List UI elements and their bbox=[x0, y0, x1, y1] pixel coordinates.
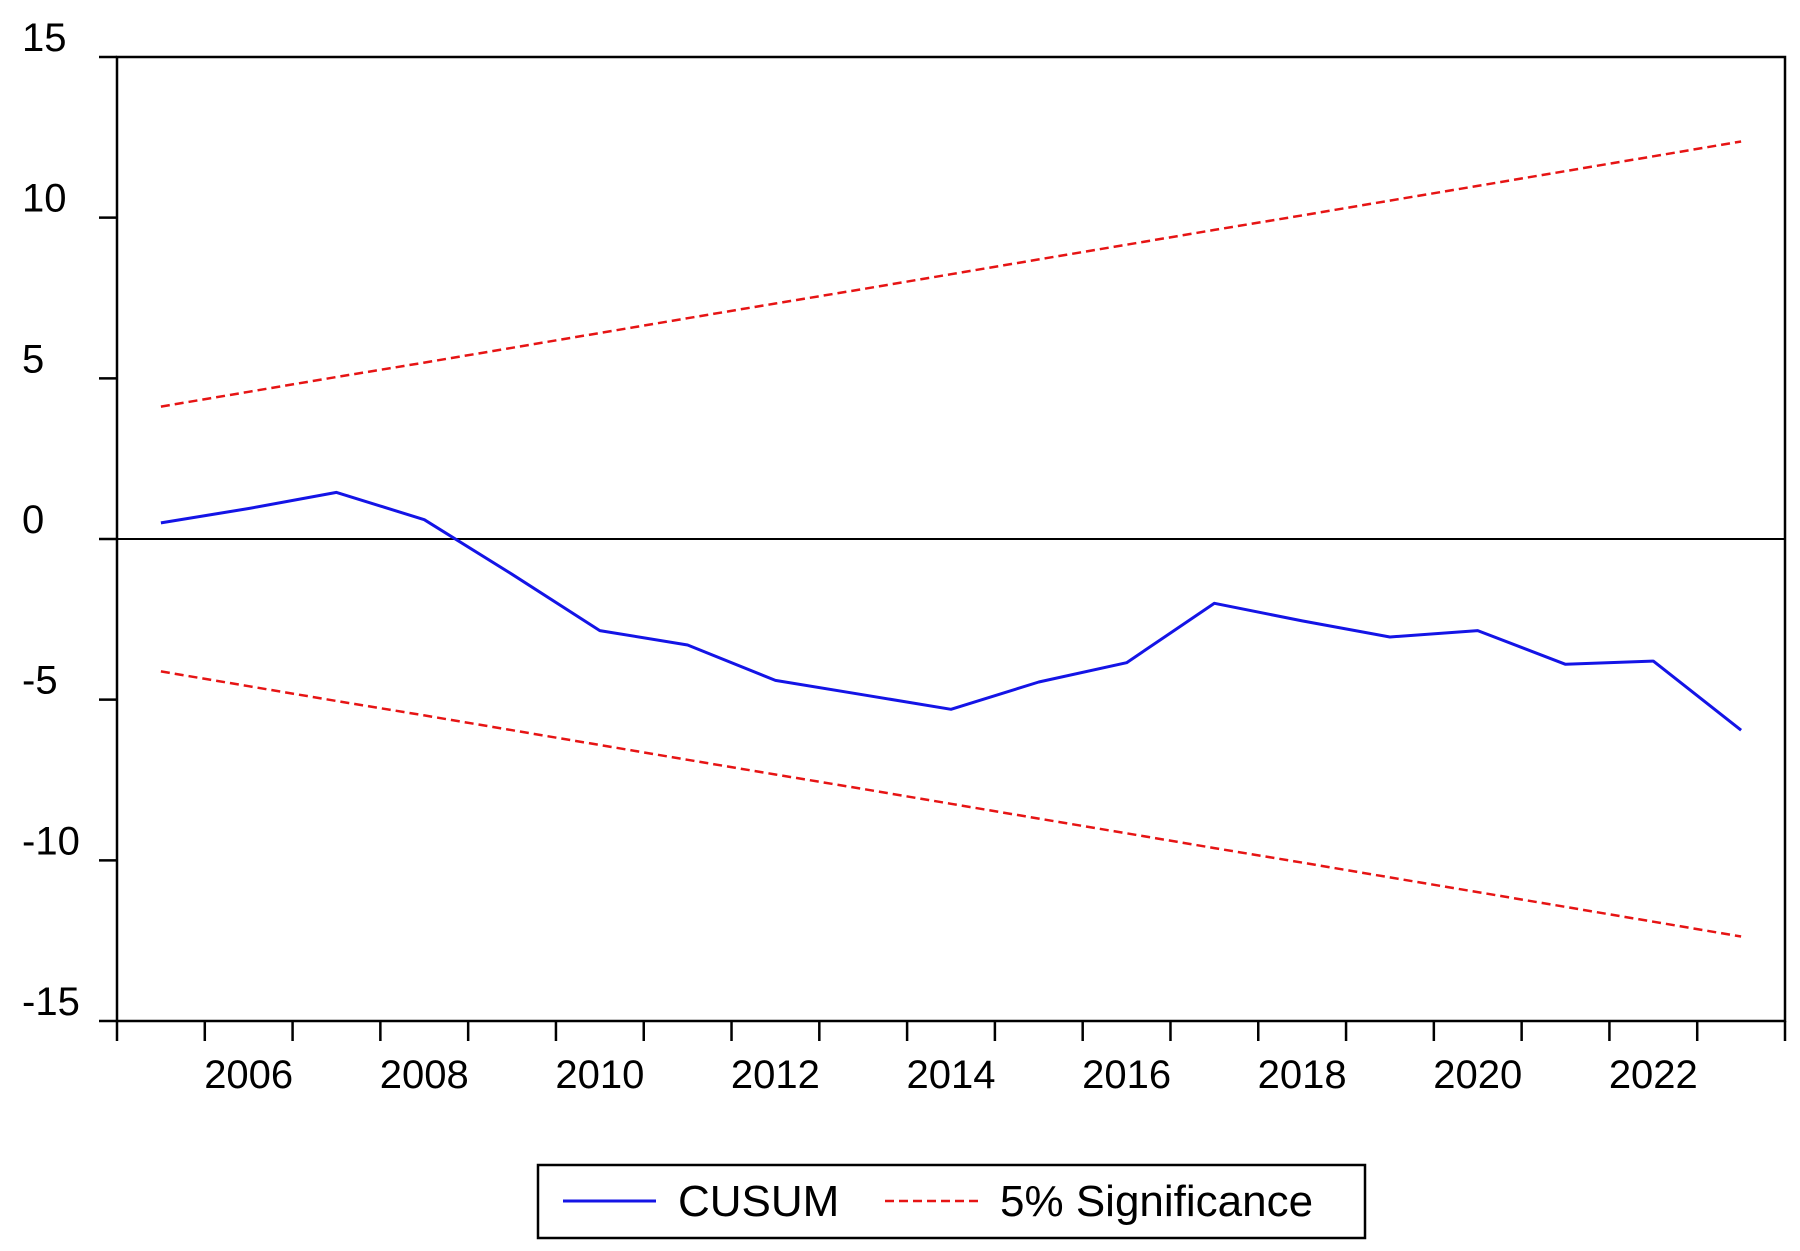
y-tick-label: 10 bbox=[22, 177, 67, 221]
series-layer bbox=[160, 140, 1743, 938]
x-tick-label: 2016 bbox=[1082, 1053, 1171, 1097]
legend-label-significance: 5% Significance bbox=[1000, 1177, 1313, 1226]
x-tick-label: 2014 bbox=[907, 1053, 996, 1097]
y-tick-label: 0 bbox=[22, 498, 44, 542]
y-tick-label: -5 bbox=[22, 659, 58, 703]
upper-significance-line bbox=[160, 140, 1742, 408]
y-tick-label: -15 bbox=[22, 980, 80, 1024]
x-axis: 2006 2008 2010 2012 2014 2016 2018 2020 2022 bbox=[115, 1021, 1787, 1097]
x-tick-label: 2022 bbox=[1609, 1053, 1698, 1097]
legend-label-cusum: CUSUM bbox=[678, 1177, 839, 1226]
x-tick-label: 2006 bbox=[204, 1053, 293, 1097]
x-tick-label: 2010 bbox=[555, 1053, 644, 1097]
y-tick-label: 15 bbox=[22, 16, 67, 60]
x-tick-label: 2008 bbox=[380, 1053, 469, 1097]
y-axis: -15 -10 -5 0 5 10 15 bbox=[22, 16, 117, 1024]
x-tick-label: 2020 bbox=[1433, 1053, 1522, 1097]
y-tick-label: 5 bbox=[22, 337, 44, 381]
lower-significance-line bbox=[160, 670, 1742, 938]
cusum-line bbox=[160, 490, 1743, 732]
x-tick-label: 2018 bbox=[1258, 1053, 1347, 1097]
x-tick-label: 2012 bbox=[731, 1053, 820, 1097]
legend-box bbox=[536, 1163, 1367, 1240]
y-tick-label: -10 bbox=[22, 819, 80, 863]
legend: CUSUM 5% Significance bbox=[536, 1163, 1367, 1240]
